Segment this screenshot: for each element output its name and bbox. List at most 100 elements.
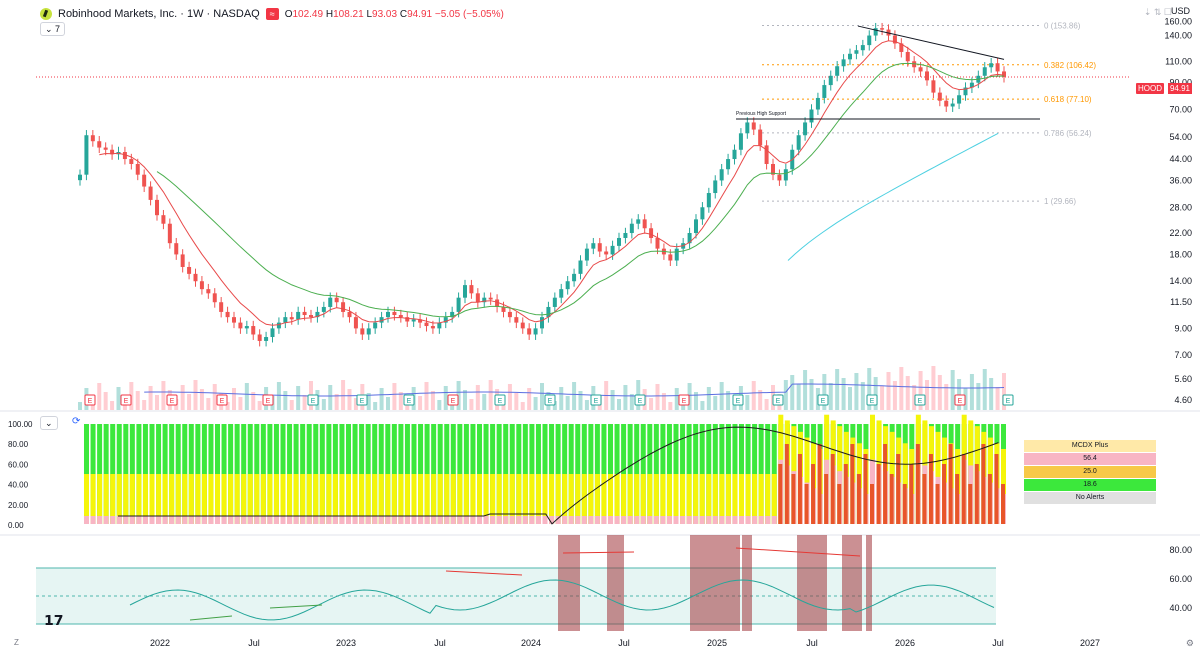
mcdx-bar-banker	[653, 516, 659, 524]
rsi-highlight-zone	[842, 535, 862, 631]
candle-body	[771, 164, 775, 175]
mcdx-bar-banker	[221, 516, 227, 524]
mcdx-bar-hot	[267, 474, 273, 524]
fib-level-label: 0.618 (77.10)	[1044, 95, 1092, 104]
mcdx-bar-banker	[136, 516, 142, 524]
mcdx-bar-hot	[287, 474, 293, 524]
mcdx-bar-banker	[260, 516, 266, 524]
earnings-marker	[356, 394, 368, 406]
mcdx-axis-label: 20.00	[8, 501, 29, 510]
volume-bar	[488, 380, 493, 410]
volume-bar	[552, 401, 557, 410]
volume-bar	[142, 400, 147, 410]
refresh-icon[interactable]: ⟳	[72, 416, 81, 427]
mcdx-bar-banker	[614, 516, 620, 524]
robinhood-logo-icon	[40, 8, 52, 20]
volume-bar	[341, 380, 346, 410]
mcdx-bar-hot	[136, 474, 142, 524]
mcdx-bar-banker	[182, 516, 188, 524]
symbol-title[interactable]: Robinhood Markets, Inc. · 1W · NASDAQ	[58, 8, 260, 20]
mcdx-bar-banker	[535, 516, 541, 524]
toolbar-icons[interactable]: ⇣ ⇅ ☐	[1143, 7, 1172, 17]
volume-bar	[559, 387, 564, 410]
mcdx-bar-strong	[863, 454, 868, 524]
candle-body	[860, 45, 865, 51]
candle-body	[456, 297, 461, 312]
mcdx-bar-hot	[614, 474, 620, 524]
volume-bar	[796, 384, 801, 410]
earnings-marker-label: E	[266, 398, 271, 405]
mcdx-bar-hot	[149, 474, 155, 524]
mcdx-bar-banker	[313, 516, 319, 524]
mcdx-bar-hot	[640, 474, 646, 524]
volume-bar	[899, 367, 904, 410]
candle-body	[289, 317, 294, 320]
mcdx-bar-hot	[123, 474, 129, 524]
mcdx-bar-hot	[182, 474, 188, 524]
mcdx-axis-label: 40.00	[8, 481, 29, 490]
earnings-marker-label: E	[124, 398, 129, 405]
volume-bar	[353, 398, 358, 410]
rsi-line	[129, 579, 995, 621]
candle-body	[944, 100, 949, 107]
earnings-marker	[590, 394, 602, 406]
rsi-divergence-line	[562, 551, 635, 554]
time-axis-label: Jul	[992, 638, 1004, 648]
mcdx-bar-hot	[195, 474, 201, 524]
volume-bar	[937, 375, 942, 410]
volume-bar	[719, 382, 724, 410]
gear-icon[interactable]: ⚙	[1185, 638, 1194, 648]
earnings-marker	[216, 394, 228, 406]
volume-bar	[276, 382, 281, 410]
rsi-highlight-zone	[558, 535, 580, 631]
mcdx-bar-hot	[627, 474, 633, 524]
mcdx-bar-banker	[359, 516, 365, 524]
mcdx-bar-banker	[293, 516, 299, 524]
mcdx-bar-hot	[385, 474, 391, 524]
candle-body	[405, 317, 410, 322]
candle-body	[212, 293, 217, 303]
earnings-marker-label: E	[958, 398, 963, 405]
mcdx-bar-hot	[208, 474, 214, 524]
earnings-marker	[544, 394, 556, 406]
mcdx-bar-hot	[516, 474, 522, 524]
symbol-header: Robinhood Markets, Inc. · 1W · NASDAQ ≈ …	[40, 6, 504, 22]
timezone-icon[interactable]: Z	[14, 638, 19, 647]
candle-body	[251, 326, 256, 335]
mcdx-collapse-button[interactable]: ⌄	[40, 416, 58, 430]
mcdx-bar-strong	[909, 464, 914, 524]
mcdx-bar-hot	[339, 474, 345, 524]
price-tick-label: 90.00	[1169, 78, 1192, 88]
volume-bar	[199, 389, 204, 410]
tradingview-logo-icon[interactable]: 𝟭𝟳	[44, 612, 64, 628]
mcdx-bar-hot	[509, 474, 515, 524]
mcdx-bar-hot	[568, 474, 574, 524]
mcdx-bar-banker	[352, 516, 358, 524]
volume-bar	[892, 381, 897, 410]
rsi-highlight-zone	[866, 535, 872, 631]
mcdx-bar-banker	[228, 516, 234, 524]
volume-ma-line	[144, 383, 1005, 397]
mcdx-bar-banker	[568, 516, 574, 524]
fib-level-label: 0.786 (56.24)	[1044, 129, 1092, 138]
mcdx-bar-banker	[529, 516, 535, 524]
mcdx-bar-hot	[424, 474, 430, 524]
volume-bar	[578, 391, 583, 410]
mcdx-bar-hot	[391, 474, 397, 524]
indicators-collapse-button[interactable]: ⌄ 7	[40, 22, 66, 36]
mcdx-bar-strong	[915, 444, 920, 524]
volume-bar	[706, 387, 711, 410]
mcdx-bar-strong	[994, 454, 999, 524]
price-tick-label: 54.00	[1169, 132, 1192, 142]
status-badge[interactable]: ≈	[265, 8, 279, 20]
earnings-marker	[954, 394, 966, 406]
mcdx-bar-banker	[84, 516, 89, 524]
mcdx-bar-banker	[673, 516, 679, 524]
mcdx-bar-strong	[883, 444, 888, 524]
candle-body	[463, 285, 467, 298]
volume-bar	[610, 390, 615, 410]
currency-label[interactable]: USD	[1170, 6, 1190, 16]
volume-bar	[912, 385, 917, 410]
mcdx-bar-banker	[156, 516, 162, 524]
